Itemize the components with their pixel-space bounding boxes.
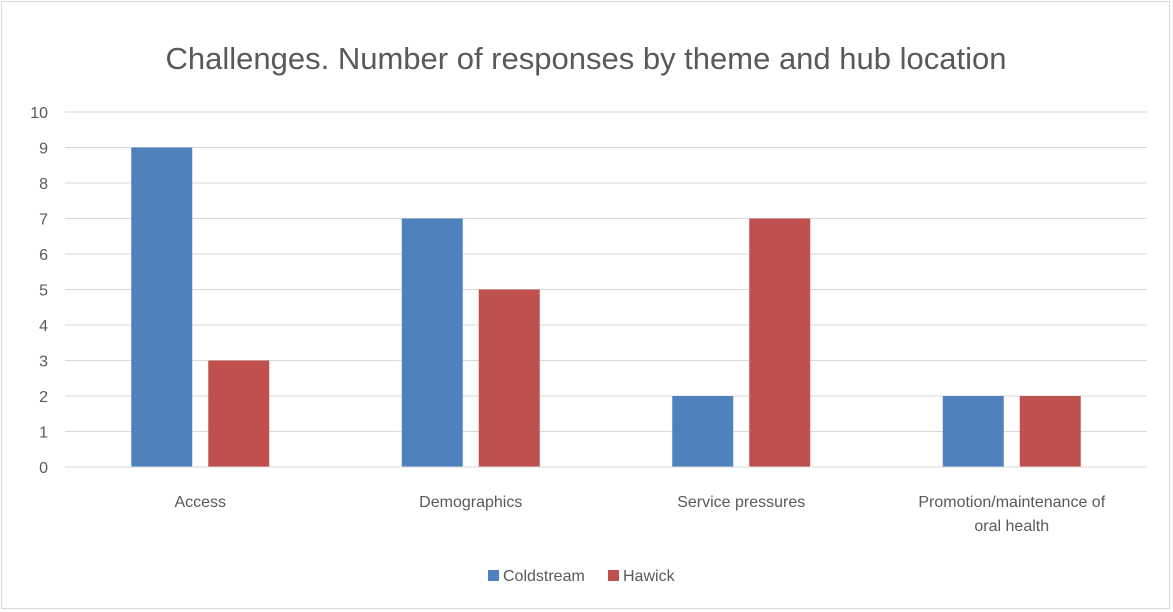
bar-coldstream [942, 396, 1004, 467]
bar-hawick [749, 218, 811, 467]
y-tick-label: 1 [39, 425, 48, 442]
y-tick-label: 8 [39, 176, 48, 193]
legend-label: Hawick [623, 568, 676, 585]
x-category-label: oral health [974, 518, 1049, 535]
x-category-label: Service pressures [677, 494, 805, 511]
legend-swatch [488, 570, 499, 581]
y-tick-label: 2 [39, 389, 48, 406]
y-tick-label: 7 [39, 212, 48, 229]
y-axis: 0 1 2 3 4 5 6 7 8 9 10 [30, 105, 48, 477]
x-category-label: Promotion/maintenance of [918, 494, 1105, 511]
y-tick-label: 10 [30, 105, 48, 122]
bar-coldstream [131, 147, 193, 467]
legend-label: Coldstream [503, 568, 585, 585]
legend-swatch [608, 570, 619, 581]
bar-hawick [1019, 396, 1081, 467]
y-tick-label: 0 [39, 460, 48, 477]
bar-coldstream [672, 396, 734, 467]
y-tick-label: 3 [39, 354, 48, 371]
bar-hawick [478, 289, 540, 467]
x-axis: Access Demographics Service pressures Promo… [65, 466, 1147, 535]
y-tick-label: 4 [39, 318, 48, 335]
y-tick-label: 6 [39, 247, 48, 264]
chart-title: Challenges. Number of responses by theme… [166, 41, 1007, 76]
x-category-label: Demographics [419, 494, 522, 511]
bar-coldstream [401, 218, 463, 467]
bars [131, 147, 1081, 467]
y-tick-label: 5 [39, 283, 48, 300]
legend: Coldstream Hawick [488, 568, 676, 585]
y-tick-label: 9 [39, 141, 48, 158]
x-category-label: Access [174, 494, 226, 511]
bar-hawick [208, 360, 270, 467]
